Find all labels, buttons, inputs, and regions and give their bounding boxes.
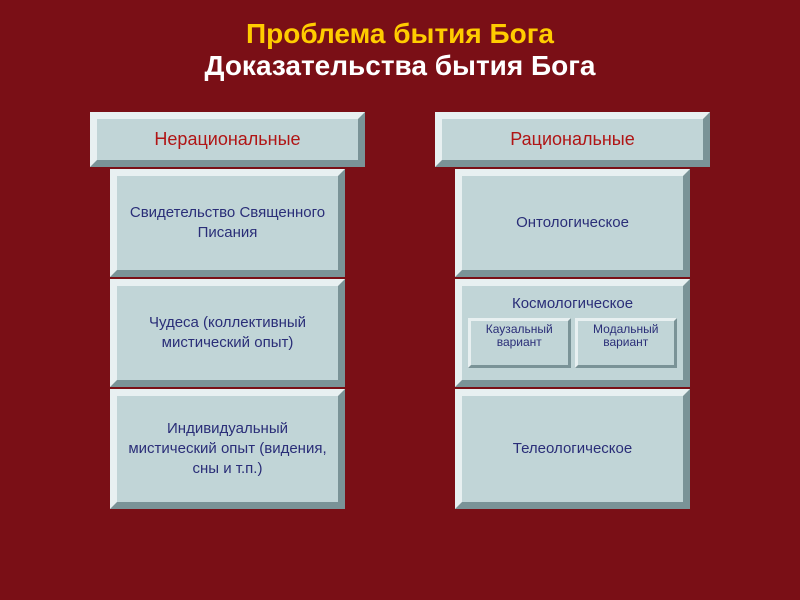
right-item-cosmological: Космологическое Каузальный вариант Модал… [455, 279, 690, 387]
cosmological-sub-row: Каузальный вариант Модальный вариант [468, 318, 677, 368]
left-column: Нерациональные Свидетельство Священного … [90, 112, 365, 509]
sub-causal-label: Каузальный вариант [473, 323, 566, 349]
slide-root: Проблема бытия Бога Доказательства бытия… [0, 0, 800, 600]
title-line2: Доказательства бытия Бога [40, 50, 760, 82]
ontological-label: Онтологическое [516, 213, 629, 233]
right-header-box: Рациональные [435, 112, 710, 167]
teleological-label: Телеологическое [513, 439, 632, 459]
right-item-teleological: Телеологическое [455, 389, 690, 509]
title-line1: Проблема бытия Бога [40, 18, 760, 50]
sub-modal-label: Модальный вариант [580, 323, 673, 349]
left-item-3-label: Индивидуальный мистический опыт (видения… [127, 419, 328, 480]
left-item-1-label: Свидетельство Священного Писания [127, 203, 328, 244]
left-item-1: Свидетельство Священного Писания [110, 169, 345, 277]
right-item-ontological: Онтологическое [455, 169, 690, 277]
right-header-label: Рациональные [510, 129, 635, 150]
cosmological-title: Космологическое [512, 292, 633, 314]
left-header-box: Нерациональные [90, 112, 365, 167]
sub-causal: Каузальный вариант [468, 318, 571, 368]
left-item-3: Индивидуальный мистический опыт (видения… [110, 389, 345, 509]
columns-container: Нерациональные Свидетельство Священного … [40, 112, 760, 509]
right-column: Рациональные Онтологическое Космологичес… [435, 112, 710, 509]
sub-modal: Модальный вариант [575, 318, 678, 368]
left-item-2: Чудеса (коллективный мистический опыт) [110, 279, 345, 387]
left-header-label: Нерациональные [154, 129, 300, 150]
left-item-2-label: Чудеса (коллективный мистический опыт) [127, 313, 328, 354]
